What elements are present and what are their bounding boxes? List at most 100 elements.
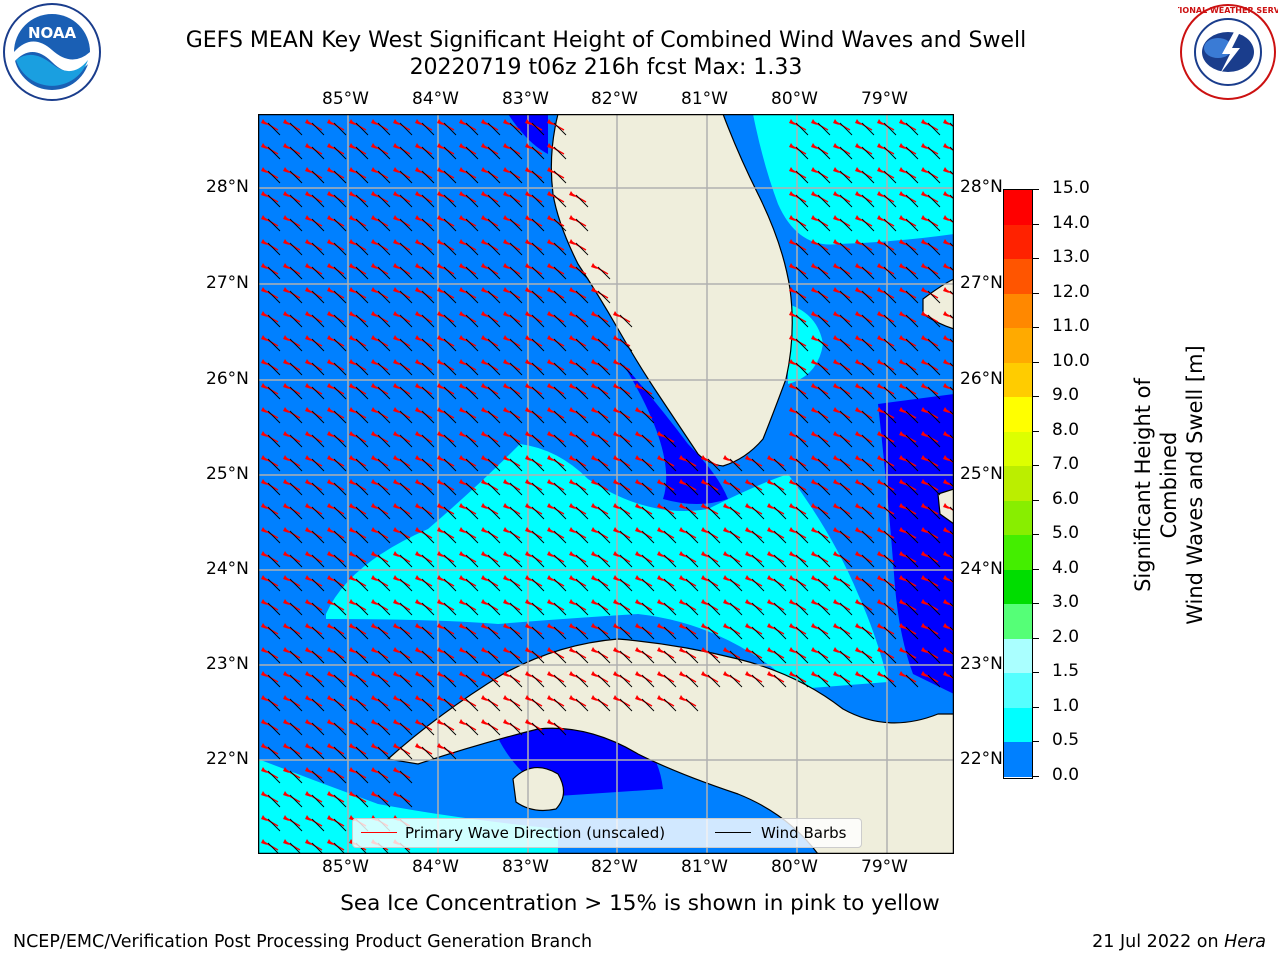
wind-barb xyxy=(839,362,853,376)
primary-wave-arrowhead xyxy=(701,647,707,653)
primary-wave-arrowhead xyxy=(657,623,663,629)
wind-barb xyxy=(377,530,391,544)
primary-wave-arrowhead xyxy=(569,503,575,509)
wind-barb xyxy=(553,698,567,712)
wind-barb xyxy=(267,602,281,616)
wind-barb xyxy=(949,458,954,464)
wind-barb xyxy=(773,626,787,640)
wind-barb xyxy=(355,146,369,160)
primary-wave-arrowhead xyxy=(635,623,641,629)
wind-barb xyxy=(927,674,941,688)
primary-wave-arrowhead xyxy=(943,551,949,557)
primary-wave-arrowhead xyxy=(899,479,905,485)
primary-wave-arrowhead xyxy=(833,455,839,461)
wind-barb xyxy=(685,650,699,664)
primary-wave-arrowhead xyxy=(371,743,377,749)
wind-barb xyxy=(575,290,589,304)
primary-wave-arrowhead xyxy=(921,311,927,317)
wind-barb xyxy=(377,626,391,640)
wind-barb xyxy=(311,362,325,376)
wind-barb xyxy=(333,530,347,544)
wind-barb xyxy=(729,554,743,568)
wind-barb xyxy=(905,650,919,664)
wind-barb xyxy=(861,362,875,376)
wind-barb xyxy=(443,362,457,376)
colorbar-tick-mark xyxy=(1033,465,1039,467)
lat-label: 25°N xyxy=(960,464,1003,484)
wind-barb xyxy=(773,650,787,664)
wind-barb xyxy=(377,506,391,520)
wind-barb xyxy=(949,626,954,632)
wind-barb xyxy=(487,170,501,184)
wind-barb xyxy=(465,482,479,496)
wind-barb xyxy=(795,338,809,352)
colorbar-tick-label: 1.5 xyxy=(1052,661,1080,682)
primary-wave-arrowhead xyxy=(569,479,575,485)
primary-wave-arrowhead xyxy=(789,455,795,461)
wind-barb xyxy=(421,506,435,520)
wind-barb xyxy=(949,290,954,296)
wind-barb xyxy=(509,458,523,472)
primary-wave-arrowhead xyxy=(415,167,421,173)
primary-wave-arrowhead xyxy=(855,287,861,293)
primary-wave-arrowhead xyxy=(613,455,619,461)
colorbar-label-line1: Significant Height of Combined xyxy=(1131,378,1181,592)
primary-wave-arrowhead xyxy=(613,695,619,701)
wind-barb xyxy=(333,770,347,784)
primary-wave-arrowhead xyxy=(569,623,575,629)
wind-barb xyxy=(949,602,954,608)
wind-barb xyxy=(641,506,655,520)
primary-wave-arrowhead xyxy=(503,479,509,485)
primary-wave-arrowhead xyxy=(899,431,905,437)
primary-wave-arrowhead xyxy=(393,167,399,173)
primary-wave-arrowhead xyxy=(525,239,531,245)
wind-barb xyxy=(531,122,545,136)
primary-wave-arrowhead xyxy=(503,263,509,269)
wind-barb xyxy=(487,482,501,496)
primary-wave-arrowhead xyxy=(635,479,641,485)
wind-barb xyxy=(905,242,919,256)
primary-wave-arrowhead xyxy=(789,383,795,389)
primary-wave-arrowhead xyxy=(635,575,641,581)
wind-barb xyxy=(487,698,501,712)
primary-wave-arrowhead xyxy=(569,359,575,365)
wind-barb xyxy=(927,170,941,184)
primary-wave-arrowhead xyxy=(899,647,905,653)
chart-subtitle: 20220719 t06z 216h fcst Max: 1.33 xyxy=(409,55,803,80)
primary-wave-arrowhead xyxy=(745,479,751,485)
wind-barb xyxy=(773,674,787,688)
primary-wave-arrowhead xyxy=(261,551,267,557)
primary-wave-arrowhead xyxy=(503,527,509,533)
wind-barb xyxy=(443,650,457,664)
primary-wave-arrowhead xyxy=(855,263,861,269)
primary-wave-arrowhead xyxy=(371,167,377,173)
wind-barb xyxy=(399,626,413,640)
primary-wave-arrowhead xyxy=(305,239,311,245)
wind-barb xyxy=(421,410,435,424)
colorbar-tick-label: 5.0 xyxy=(1052,523,1080,544)
primary-wave-arrowhead xyxy=(371,671,377,677)
lon-label: 79°W xyxy=(861,857,908,877)
wind-barb xyxy=(927,266,941,280)
primary-wave-arrowhead xyxy=(613,335,619,341)
primary-wave-arrowhead xyxy=(371,623,377,629)
wind-barb xyxy=(663,650,677,664)
lon-label: 82°W xyxy=(591,89,638,109)
wind-barb xyxy=(575,314,589,328)
primary-wave-arrowhead xyxy=(591,623,597,629)
wind-barb xyxy=(949,218,954,224)
primary-wave-arrowhead xyxy=(393,767,399,773)
wind-barb xyxy=(553,650,567,664)
primary-wave-arrowhead xyxy=(459,119,465,125)
wind-barb xyxy=(817,386,831,400)
primary-wave-arrowhead xyxy=(877,431,883,437)
wind-barb xyxy=(443,266,457,280)
primary-wave-arrowhead xyxy=(283,719,289,725)
primary-wave-arrowhead xyxy=(503,287,509,293)
wind-barb xyxy=(377,770,391,784)
primary-wave-arrowhead xyxy=(459,335,465,341)
wind-barb xyxy=(355,122,369,136)
wind-barb xyxy=(949,554,954,560)
wind-barb xyxy=(377,410,391,424)
primary-wave-arrowhead xyxy=(833,383,839,389)
